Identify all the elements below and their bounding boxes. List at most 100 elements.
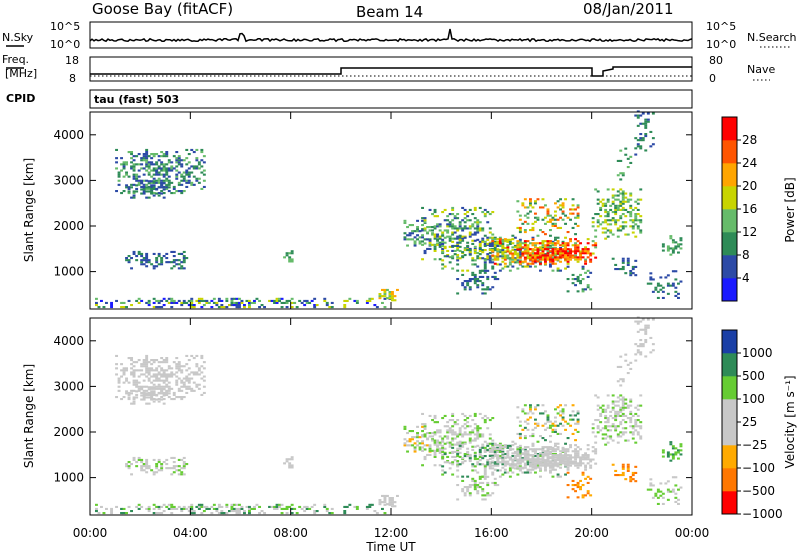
data-cell — [621, 208, 625, 211]
data-cell — [120, 507, 124, 510]
data-cell — [589, 258, 593, 261]
data-cell — [534, 455, 537, 458]
data-cell — [551, 454, 555, 457]
data-cell — [225, 503, 229, 506]
data-cell — [566, 252, 570, 255]
data-cell — [526, 257, 530, 260]
data-cell — [468, 459, 472, 462]
data-cell — [165, 173, 169, 176]
data-cell — [604, 421, 608, 424]
data-cell — [518, 255, 522, 258]
freq-left-tick-top: 18 — [65, 54, 79, 67]
data-cell — [471, 233, 475, 236]
data-cell — [626, 404, 630, 407]
data-cell — [614, 425, 618, 428]
data-cell — [145, 507, 149, 510]
data-cell — [157, 505, 161, 508]
data-cell — [147, 155, 151, 158]
data-cell — [478, 459, 482, 462]
freq-panel-frame — [89, 56, 693, 82]
data-cell — [433, 433, 437, 436]
data-cell — [531, 464, 535, 467]
data-cell — [233, 304, 236, 307]
data-cell — [619, 365, 623, 368]
data-cell — [634, 206, 638, 209]
data-cell — [554, 242, 557, 245]
data-cell — [202, 391, 206, 394]
data-cell — [240, 505, 244, 508]
data-cell — [383, 297, 387, 300]
data-cell — [559, 453, 563, 456]
data-cell — [546, 418, 550, 421]
data-cell — [132, 365, 136, 368]
data-cell — [626, 463, 630, 466]
data-cell — [566, 471, 570, 474]
data-cell — [544, 466, 547, 469]
data-cell — [518, 244, 522, 247]
data-cell — [150, 184, 154, 187]
data-cell — [636, 198, 640, 201]
data-cell — [117, 171, 121, 174]
data-cell — [441, 473, 445, 476]
data-cell — [513, 258, 517, 261]
data-cell — [518, 226, 522, 229]
data-cell — [604, 219, 608, 222]
data-cell — [556, 456, 560, 459]
data-cell — [468, 433, 472, 436]
data-cell — [451, 227, 455, 230]
data-cell — [511, 440, 515, 443]
data-cell — [677, 243, 680, 246]
data-cell — [641, 122, 645, 125]
data-cell — [576, 212, 580, 215]
data-cell — [529, 198, 532, 201]
data-cell — [453, 431, 457, 434]
data-cell — [155, 261, 159, 264]
data-cell — [391, 293, 394, 296]
data-cell — [145, 257, 149, 260]
data-cell — [523, 252, 527, 255]
data-cell — [230, 304, 234, 307]
data-cell — [150, 387, 154, 390]
data-cell — [200, 512, 204, 515]
data-cell — [596, 427, 600, 430]
data-cell — [544, 260, 547, 263]
data-cell — [202, 304, 206, 307]
data-cell — [192, 167, 196, 170]
data-cell — [559, 460, 563, 463]
data-cell — [127, 261, 131, 264]
data-cell — [616, 198, 620, 201]
data-cell — [513, 463, 517, 466]
data-cell — [674, 500, 678, 503]
data-cell — [576, 216, 580, 219]
data-cell — [594, 244, 598, 247]
data-cell — [569, 248, 573, 251]
data-cell — [147, 182, 151, 185]
data-cell — [531, 256, 535, 259]
data-cell — [626, 469, 630, 472]
data-cell — [539, 269, 542, 272]
data-cell — [150, 192, 154, 195]
data-cell — [182, 385, 186, 388]
data-cell — [423, 427, 427, 430]
data-cell — [674, 447, 678, 450]
data-cell — [473, 247, 477, 250]
data-cell — [493, 477, 497, 480]
data-cell — [355, 299, 359, 302]
data-cell — [448, 462, 452, 465]
data-cell — [240, 301, 244, 304]
data-cell — [677, 457, 680, 460]
data-cell — [473, 206, 477, 209]
data-cell — [127, 393, 131, 396]
data-cell — [285, 299, 289, 302]
data-cell — [539, 455, 542, 458]
data-cell — [518, 214, 522, 217]
data-cell — [674, 492, 678, 495]
data-cell — [180, 369, 184, 372]
data-cell — [508, 464, 512, 467]
data-cell — [155, 181, 159, 184]
data-cell — [574, 238, 578, 241]
data-cell — [190, 299, 194, 302]
data-cell — [155, 153, 159, 156]
data-cell — [115, 505, 119, 508]
colorbar-swatch — [722, 468, 737, 492]
